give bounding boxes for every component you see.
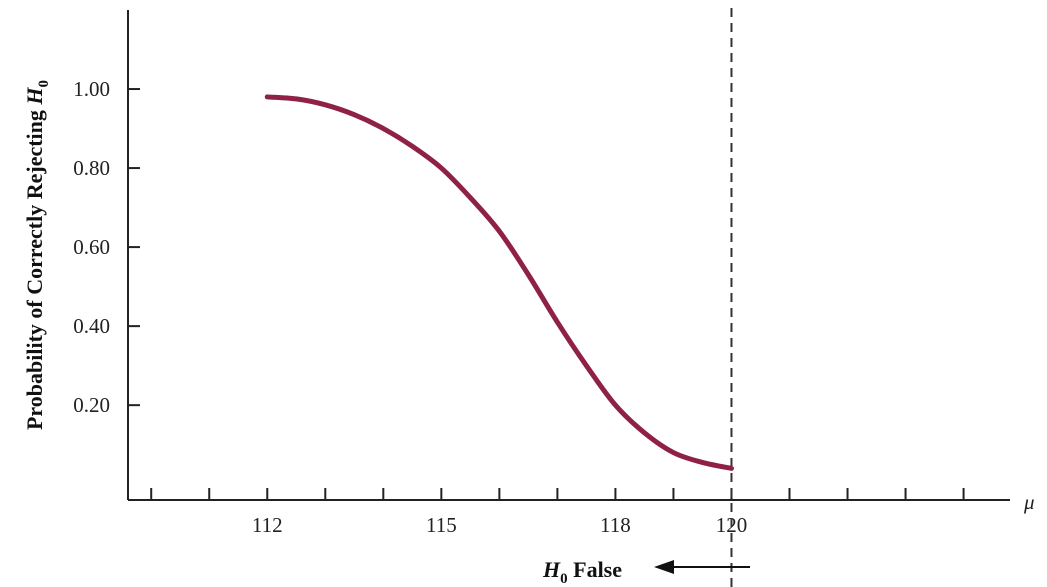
annotation-sub: 0 <box>560 571 568 587</box>
x-tick-label: 115 <box>426 513 457 537</box>
power-curve <box>264 94 734 471</box>
annotation-var: H <box>542 557 561 582</box>
y-axis-title-sub: 0 <box>36 80 52 88</box>
y-tick-label: 0.80 <box>73 156 110 180</box>
annotation-label: H0 False <box>542 557 622 587</box>
y-tick-label: 0.60 <box>73 235 110 259</box>
x-tick-label: 118 <box>600 513 631 537</box>
h0-false-annotation: H0 False <box>542 557 750 587</box>
x-axis-title: μ <box>1023 490 1035 514</box>
x-axis-ticks: 112 115 118 120 <box>150 488 965 537</box>
y-tick-label: 1.00 <box>73 77 110 101</box>
y-axis-title: Probability of Correctly Rejecting H0 <box>22 80 52 430</box>
y-tick-label: 0.20 <box>73 393 110 417</box>
annotation-text: False <box>568 557 623 582</box>
y-axis-title-var: H <box>22 87 47 106</box>
y-tick-label: 0.40 <box>73 314 110 338</box>
left-arrow-icon <box>654 560 674 574</box>
y-axis-title-prefix: Probability of Correctly Rejecting <box>22 105 47 430</box>
y-axis-ticks: 0.20 0.40 0.60 0.80 1.00 <box>73 77 140 417</box>
x-tick-label: 112 <box>252 513 283 537</box>
